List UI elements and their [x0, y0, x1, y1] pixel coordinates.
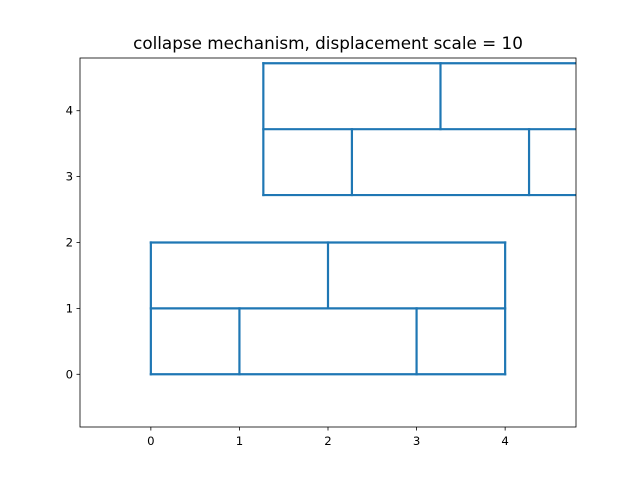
- x-tick-label: 0: [147, 434, 154, 448]
- y-tick-label: 4: [66, 104, 73, 118]
- y-tick-label: 0: [66, 367, 73, 381]
- x-tick-label: 1: [236, 434, 243, 448]
- x-tick-label: 2: [324, 434, 331, 448]
- y-tick-label: 1: [66, 301, 73, 315]
- y-tick-label: 2: [66, 236, 73, 250]
- x-tick-label: 4: [501, 434, 508, 448]
- x-tick-label: 3: [413, 434, 420, 448]
- y-tick-label: 3: [66, 170, 73, 184]
- chart-title: collapse mechanism, displacement scale =…: [133, 33, 523, 53]
